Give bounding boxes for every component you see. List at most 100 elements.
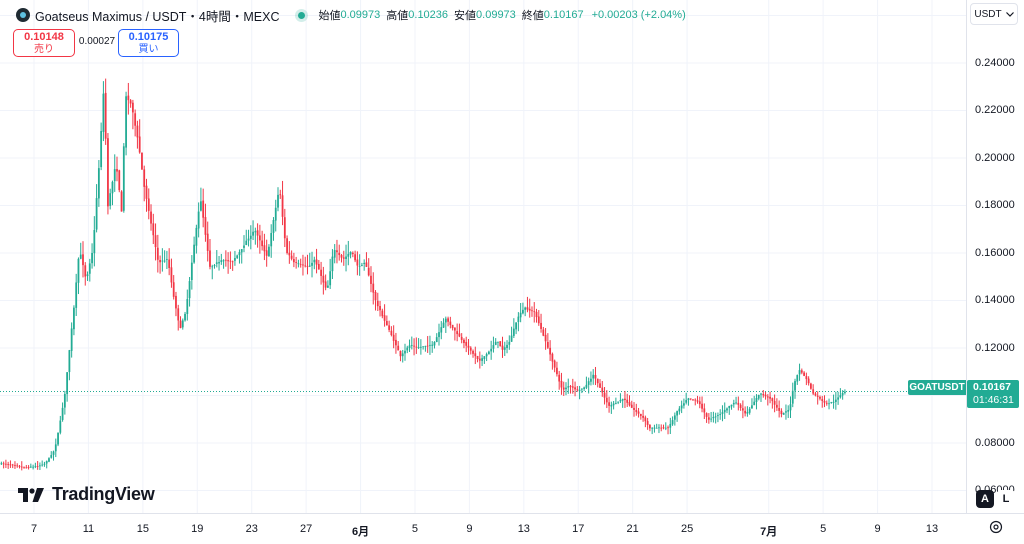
candle <box>651 427 654 435</box>
candle <box>596 378 599 388</box>
symbol-title[interactable]: Goatseus Maximus / USDT・4時間・MEXC <box>35 9 280 24</box>
candle-body <box>567 386 570 388</box>
candle <box>195 224 198 254</box>
candle <box>707 413 710 424</box>
candle-body <box>553 360 556 368</box>
log-scale-button[interactable]: L <box>997 490 1015 508</box>
candle <box>449 316 452 329</box>
candle-body <box>714 416 717 418</box>
candle <box>383 304 386 327</box>
candle-body <box>673 415 676 420</box>
candle <box>141 152 143 170</box>
currency-button[interactable]: USDT <box>970 3 1018 25</box>
candle-body <box>288 252 291 256</box>
candle-body <box>442 322 445 328</box>
candle <box>522 302 524 315</box>
candle <box>669 417 672 434</box>
candle <box>102 81 105 142</box>
candle-body <box>828 403 830 405</box>
market-status-icon[interactable] <box>297 11 305 19</box>
candle-body <box>340 255 343 258</box>
candle <box>748 406 751 415</box>
price-scale[interactable]: 0.260000.240000.220000.200000.180000.160… <box>966 0 1024 513</box>
price-chart[interactable] <box>0 0 966 513</box>
candle-body <box>481 358 483 361</box>
buy-price: 0.10175 <box>128 30 169 43</box>
candle-body <box>748 408 751 413</box>
candle-body <box>472 350 474 354</box>
sell-button[interactable]: 0.10148 売り <box>13 29 75 57</box>
candle-body <box>317 263 320 270</box>
candle <box>676 410 679 422</box>
candle-body <box>551 353 554 362</box>
candle-body <box>692 399 694 401</box>
candle-body <box>116 169 118 172</box>
candle <box>531 306 533 317</box>
candle-body <box>141 152 143 170</box>
candle <box>678 406 681 415</box>
candle-body <box>399 351 402 357</box>
candle <box>0 461 3 465</box>
candle <box>739 403 742 411</box>
tradingview-watermark[interactable]: TradingView <box>18 484 155 505</box>
candle-body <box>326 285 329 288</box>
candle-body <box>170 267 173 283</box>
settings-icon[interactable] <box>988 519 1004 535</box>
candle <box>485 352 488 362</box>
candle <box>821 395 824 408</box>
candle <box>136 120 139 149</box>
candle-body <box>95 198 98 230</box>
candle <box>86 271 89 281</box>
time-axis[interactable]: 7 11 15 19 23 27 6月 5 9 13 17 21 25 7月 5 9 13 <box>0 513 1024 544</box>
candle <box>209 238 211 270</box>
candle <box>7 461 10 469</box>
candle-body <box>469 347 472 351</box>
candle <box>231 260 234 271</box>
candle-body <box>77 258 80 283</box>
candle <box>413 338 415 356</box>
candle <box>48 457 50 463</box>
candle-body <box>823 400 826 403</box>
candle <box>501 336 504 358</box>
auto-scale-button[interactable]: A <box>976 490 994 508</box>
candle <box>435 333 438 343</box>
candle-body <box>304 265 307 267</box>
candle <box>127 82 130 115</box>
candle-body <box>705 413 708 417</box>
chart-area[interactable] <box>0 0 966 513</box>
candle-body <box>118 170 121 191</box>
candle-body <box>796 375 799 382</box>
candle <box>440 321 443 340</box>
candle-body <box>492 345 495 349</box>
candle <box>338 244 341 261</box>
candle <box>769 391 771 404</box>
candle-body <box>732 402 735 405</box>
candle <box>372 272 375 305</box>
candle-body <box>215 262 218 264</box>
candle-body <box>680 405 683 409</box>
candle-body <box>315 259 318 265</box>
candle <box>236 254 239 259</box>
candle <box>91 243 93 269</box>
candle-body <box>0 463 3 465</box>
candle <box>760 392 762 403</box>
candle-body <box>363 262 366 264</box>
candle-body <box>97 168 100 199</box>
buy-button[interactable]: 0.10175 買い <box>118 29 179 57</box>
tradingview-logo-icon <box>18 487 44 502</box>
candle <box>408 339 411 352</box>
candle-body <box>184 313 186 321</box>
candle <box>20 461 23 471</box>
candle <box>662 424 665 430</box>
y-tick-label: 0.08000 <box>975 436 1015 449</box>
candle <box>515 322 518 335</box>
candle-body <box>127 95 130 101</box>
candle-body <box>222 260 225 262</box>
candle <box>197 202 200 238</box>
candle-body <box>397 345 400 351</box>
y-tick-label: 0.24000 <box>975 56 1015 69</box>
candle-body <box>236 255 239 258</box>
candle-body <box>440 327 443 333</box>
candle-body <box>809 383 812 389</box>
candle <box>499 341 502 347</box>
